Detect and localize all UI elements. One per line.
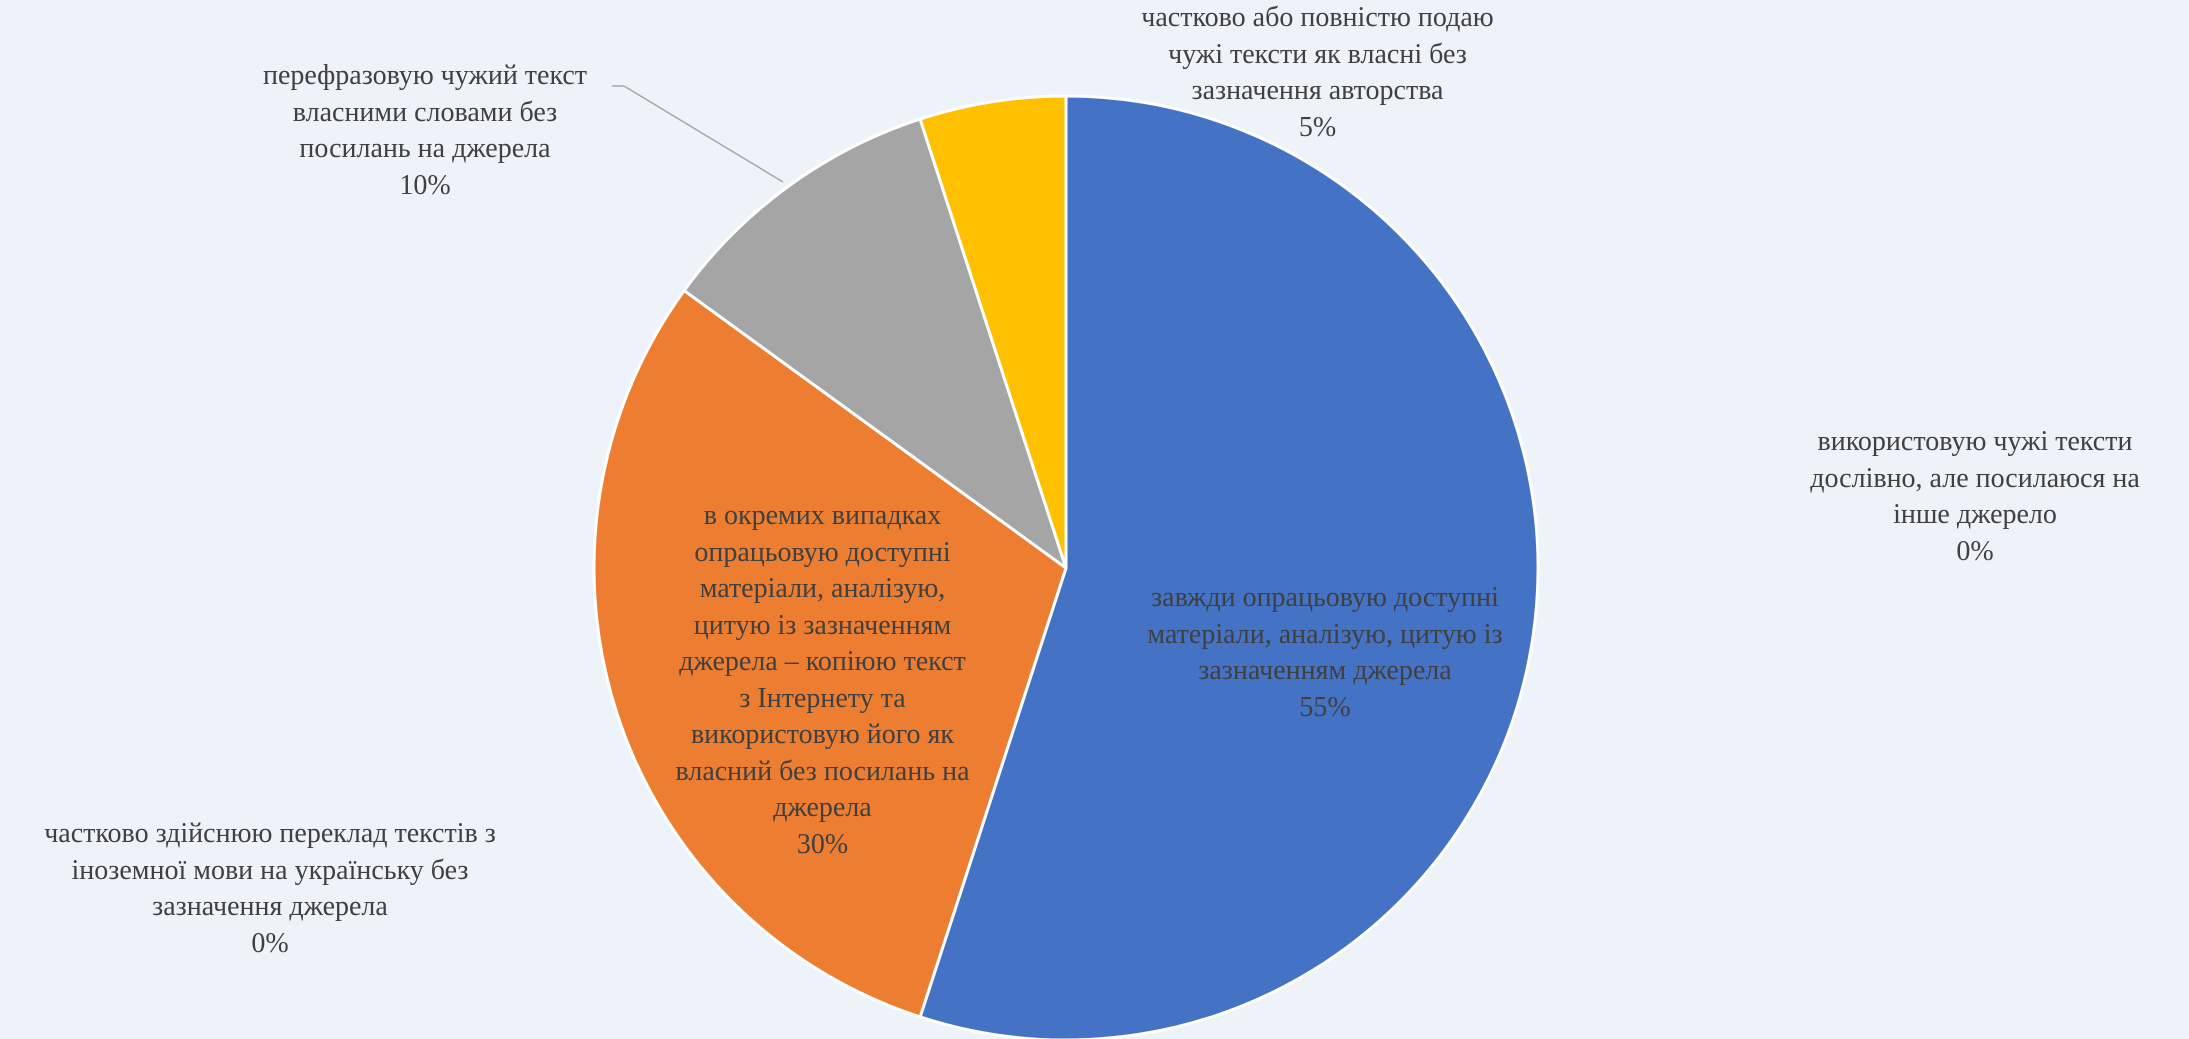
data-label-slice-1-value: 55% (1299, 691, 1351, 723)
data-label-slice-5-name: використовую чужі тексти дослівно, але п… (1810, 426, 2140, 530)
pie-slices (592, 94, 1540, 1039)
pie-slice-1 (918, 94, 1540, 1039)
pie-slice-3 (682, 117, 1068, 570)
leader-line-slice-3 (623, 85, 784, 183)
data-label-slice-4: частково або повністю подаю чужі тексти … (1085, 0, 1550, 146)
data-label-slice-6-name: частково здійснюю переклад текстів з іно… (44, 818, 496, 922)
data-label-slice-6-value: 0% (251, 927, 289, 959)
data-label-slice-2: в окремих випадках опрацьовую доступні м… (640, 498, 1005, 863)
data-label-slice-4-name: частково або повністю подаю чужі тексти … (1141, 2, 1494, 106)
data-label-slice-3: перефразовую чужий текст власними словам… (215, 58, 635, 204)
data-label-slice-1: завжди опрацьовую доступні матеріали, ан… (1095, 580, 1555, 726)
data-label-slice-2-name: в окремих випадках опрацьовую доступні м… (675, 500, 970, 823)
data-label-slice-6: частково здійснюю переклад текстів з іно… (0, 816, 540, 962)
data-label-slice-3-name: перефразовую чужий текст власними словам… (262, 60, 588, 164)
data-label-slice-5-value: 0% (1956, 535, 1994, 567)
data-label-slice-1-name: завжди опрацьовую доступні матеріали, ан… (1147, 582, 1503, 686)
data-label-slice-5: використовую чужі тексти дослівно, але п… (1760, 424, 2189, 570)
data-label-slice-3-value: 10% (399, 169, 451, 201)
data-label-slice-4-value: 5% (1298, 111, 1337, 143)
pie-slice-4 (918, 94, 1068, 570)
pie-slice-2 (592, 289, 1068, 1019)
data-label-slice-2-value: 30% (796, 828, 849, 860)
